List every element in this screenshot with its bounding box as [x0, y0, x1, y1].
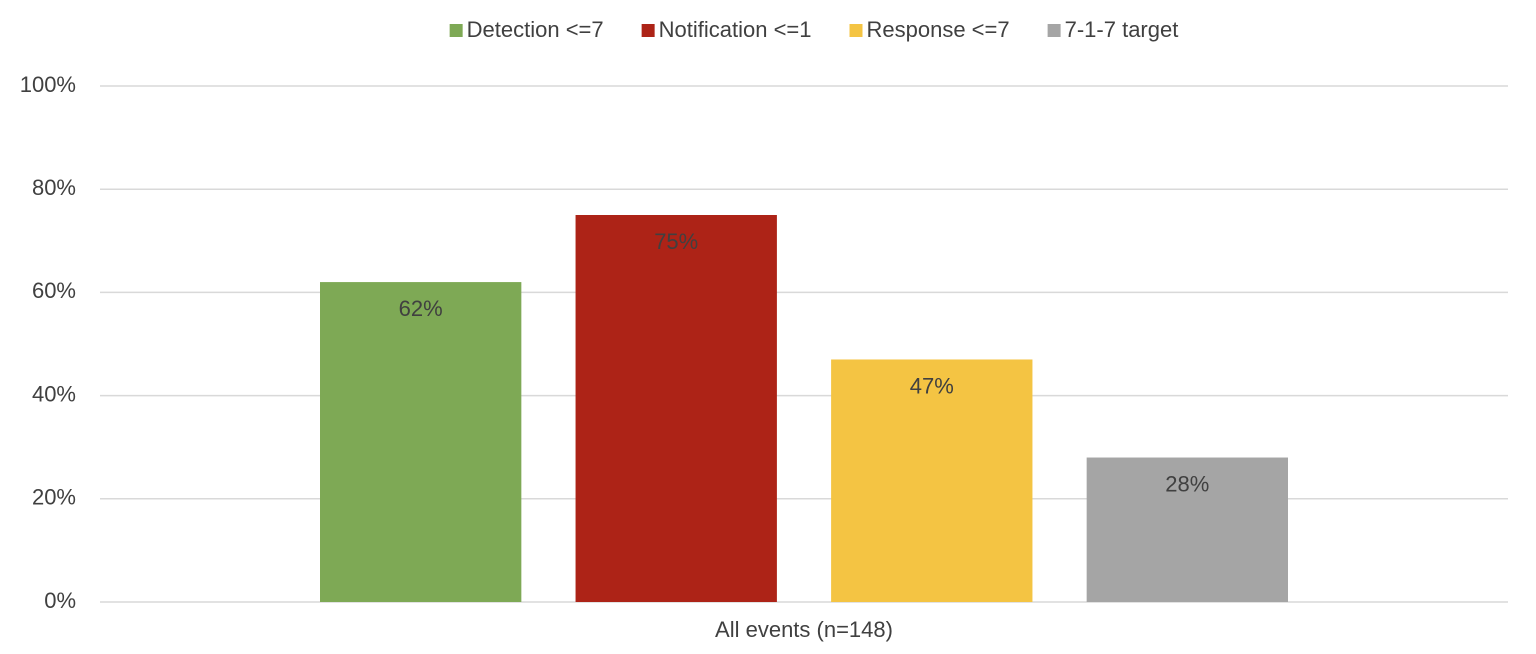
data-label: 47% [910, 373, 954, 398]
legend-swatch [449, 24, 463, 37]
x-tick-label: All events (n=148) [715, 617, 893, 642]
legend-label: Notification <=1 [659, 17, 812, 42]
data-label: 75% [654, 229, 698, 254]
y-tick-label: 40% [32, 381, 76, 406]
data-label: 28% [1165, 471, 1209, 496]
y-tick-label: 60% [32, 278, 76, 303]
bar [831, 359, 1033, 602]
bar [1086, 457, 1288, 602]
legend-swatch [1047, 24, 1061, 37]
y-tick-label: 20% [32, 485, 76, 510]
y-tick-label: 0% [44, 588, 76, 613]
bar [320, 282, 522, 602]
bar [575, 215, 777, 602]
legend-label: Detection <=7 [467, 17, 604, 42]
legend-swatch [641, 24, 655, 37]
legend-label: 7-1-7 target [1065, 17, 1179, 42]
data-label: 62% [399, 296, 443, 321]
y-tick-label: 80% [32, 175, 76, 200]
legend-swatch [849, 24, 863, 37]
y-tick-label: 100% [20, 72, 76, 97]
legend-label: Response <=7 [867, 17, 1010, 42]
